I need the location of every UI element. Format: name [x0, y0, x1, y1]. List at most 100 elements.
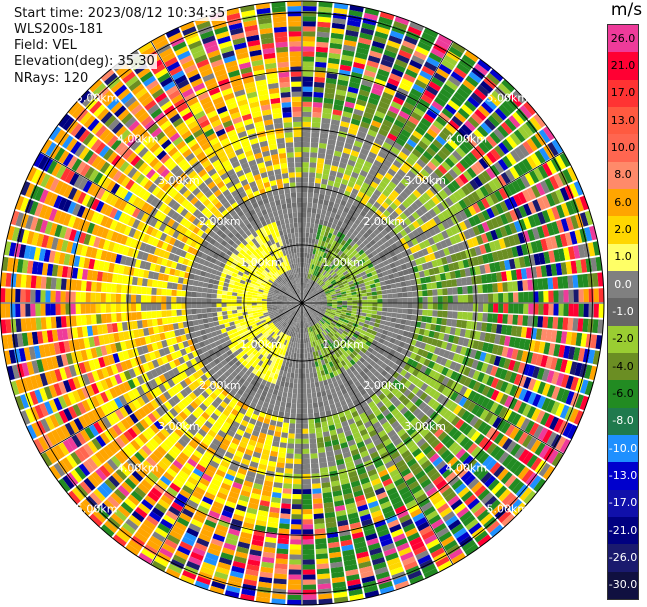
ppi-gate-cell — [302, 41, 315, 47]
ppi-gate-cell — [315, 422, 322, 429]
ppi-gate-cell — [290, 341, 294, 348]
ppi-gate-cell — [322, 347, 327, 354]
ppi-gate-cell — [371, 87, 383, 96]
ppi-gate-cell — [467, 368, 476, 379]
ppi-gate-cell — [475, 406, 485, 418]
ppi-gate-cell — [464, 329, 471, 339]
ppi-gate-cell — [380, 123, 391, 133]
ppi-gate-cell — [333, 7, 348, 15]
ppi-gate-cell — [296, 317, 299, 323]
ppi-gate-cell — [371, 339, 379, 346]
ppi-gate-cell — [294, 332, 298, 338]
ppi-gate-cell — [361, 518, 373, 527]
ppi-gate-cell — [392, 63, 406, 73]
ppi-gate-cell — [372, 306, 378, 311]
ppi-gate-cell — [474, 63, 489, 76]
ppi-gate-cell — [485, 458, 498, 471]
ppi-gate-cell — [349, 154, 358, 162]
ppi-gate-cell — [254, 328, 260, 333]
ppi-gate-cell — [416, 217, 425, 226]
ppi-gate-cell — [390, 101, 402, 110]
ppi-gate-cell — [48, 399, 58, 413]
ppi-gate-cell — [87, 440, 98, 454]
ppi-gate-cell — [182, 448, 193, 458]
ppi-gate-cell — [341, 278, 347, 283]
ppi-gate-cell — [321, 296, 327, 299]
ppi-gate-cell — [181, 508, 194, 518]
ppi-gate-cell — [377, 232, 384, 240]
ppi-gate-cell — [346, 368, 353, 375]
ppi-gate-cell — [527, 378, 537, 391]
ppi-gate-cell — [388, 326, 395, 333]
ppi-gate-cell — [454, 176, 465, 188]
ppi-gate-cell — [382, 408, 391, 417]
ppi-gate-cell — [279, 337, 284, 344]
ppi-gate-cell — [322, 252, 327, 259]
ppi-gate-cell — [271, 492, 282, 499]
ppi-gate-cell — [251, 456, 260, 464]
ppi-gate-cell — [339, 183, 347, 191]
ppi-gate-cell — [361, 309, 368, 313]
ppi-gate-cell — [437, 178, 447, 189]
ppi-gate-cell — [313, 264, 317, 271]
ppi-gate-cell — [307, 398, 313, 404]
ppi-gate-cell — [147, 491, 160, 503]
ppi-gate-cell — [302, 443, 310, 449]
ppi-gate-cell — [371, 40, 386, 49]
ppi-gate-cell — [464, 494, 477, 506]
ppi-gate-cell — [306, 298, 312, 301]
ppi-gate-cell — [569, 408, 579, 423]
ppi-gate-cell — [335, 352, 341, 358]
ppi-gate-cell — [592, 319, 599, 334]
ppi-gate-cell — [522, 230, 531, 243]
ppi-gate-cell — [308, 413, 314, 419]
ppi-gate-cell — [348, 9, 363, 18]
ppi-gate-cell — [368, 401, 376, 409]
ppi-gate-cell — [558, 290, 564, 303]
ppi-gate-cell — [356, 499, 367, 507]
ppi-gate-cell — [308, 332, 311, 338]
ppi-gate-cell — [420, 117, 432, 128]
ppi-gate-cell — [382, 270, 389, 277]
ppi-gate-cell — [488, 414, 498, 426]
ppi-gate-cell — [327, 232, 333, 239]
ppi-gate-cell — [330, 32, 344, 40]
ppi-gate-cell — [201, 437, 212, 447]
ppi-gate-cell — [471, 404, 481, 415]
ppi-gate-cell — [476, 275, 483, 284]
ppi-gate-cell — [281, 432, 288, 439]
ppi-gate-cell — [336, 296, 342, 300]
ppi-gate-cell — [330, 292, 336, 296]
ppi-gate-cell — [311, 473, 320, 479]
ppi-gate-cell — [295, 306, 299, 312]
ppi-gate-cell — [314, 311, 319, 315]
ppi-gate-cell — [350, 394, 358, 402]
ppi-gate-cell — [352, 399, 360, 406]
ppi-gate-cell — [440, 175, 451, 186]
ppi-gate-cell — [458, 396, 468, 407]
ppi-gate-cell — [130, 490, 143, 502]
ppi-gate-cell — [179, 541, 193, 551]
ppi-gate-cell — [331, 309, 337, 312]
ppi-gate-cell — [429, 453, 440, 463]
ppi-gate-cell — [302, 192, 308, 198]
ppi-gate-cell — [78, 502, 92, 516]
ppi-gate-cell — [327, 333, 333, 339]
ppi-gate-cell — [550, 330, 558, 343]
ppi-gate-cell — [471, 359, 479, 370]
ppi-gate-cell — [265, 317, 271, 322]
ppi-gate-cell — [476, 235, 484, 245]
ppi-gate-cell — [340, 275, 346, 281]
ppi-gate-cell — [81, 399, 91, 412]
ppi-gate-cell — [472, 256, 480, 266]
ppi-gate-cell — [452, 150, 463, 162]
ppi-gate-cell — [504, 259, 511, 271]
ppi-gate-cell — [359, 235, 366, 243]
ppi-gate-cell — [380, 369, 388, 377]
ppi-gate-cell — [361, 116, 372, 125]
ppi-gate-cell — [332, 381, 339, 388]
ppi-gate-cell — [364, 281, 370, 286]
ppi-gate-cell — [359, 283, 366, 288]
ppi-gate-cell — [474, 350, 482, 360]
ppi-gate-cell — [331, 240, 337, 247]
